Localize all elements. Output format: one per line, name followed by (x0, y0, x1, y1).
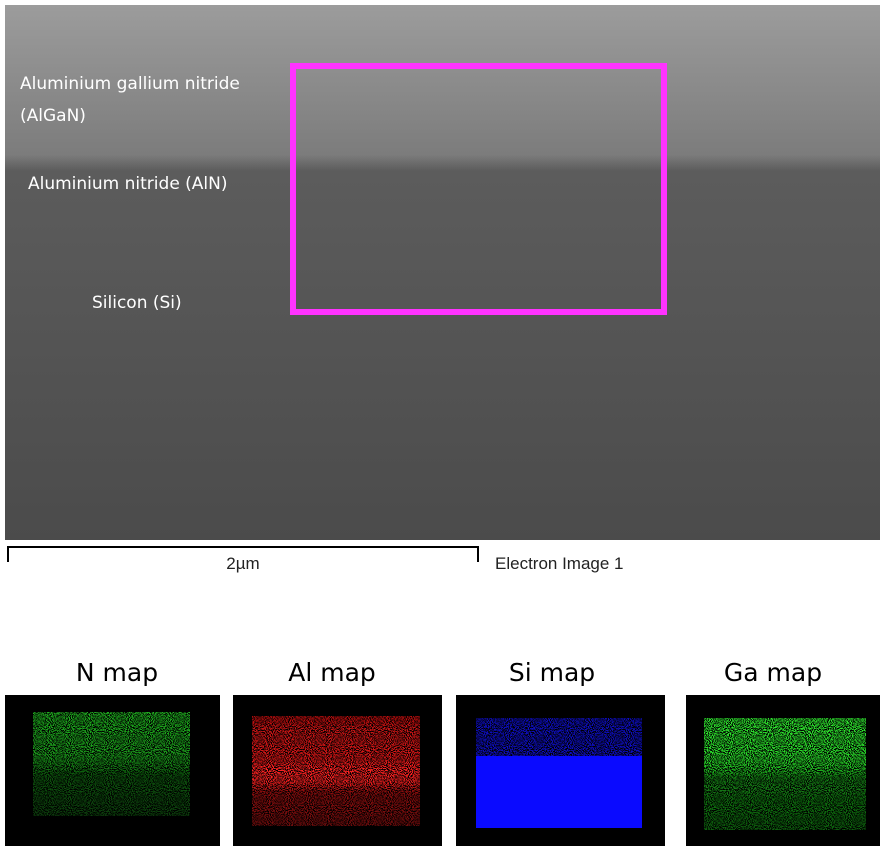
n-map (33, 712, 190, 816)
page: Aluminium gallium nitride (AlGaN) Alumin… (0, 0, 880, 846)
map-title: Si map (509, 658, 595, 687)
map-title: N map (76, 658, 158, 687)
scale-label: 2µm (226, 554, 259, 573)
si-map (476, 756, 642, 828)
figure: Aluminium gallium nitride (AlGaN) Alumin… (0, 0, 880, 846)
map-title: Ga map (724, 658, 822, 687)
layer-label: Silicon (Si) (92, 293, 182, 313)
layer-label: Aluminium gallium nitride (20, 74, 240, 94)
layer-label: (AlGaN) (20, 106, 86, 126)
layer-label: Aluminium nitride (AlN) (28, 174, 228, 194)
al-map (252, 716, 420, 826)
si-map-sparse (476, 718, 642, 758)
caption: Electron Image 1 (495, 554, 624, 573)
map-title: Al map (288, 658, 376, 687)
ga-map (704, 718, 866, 830)
